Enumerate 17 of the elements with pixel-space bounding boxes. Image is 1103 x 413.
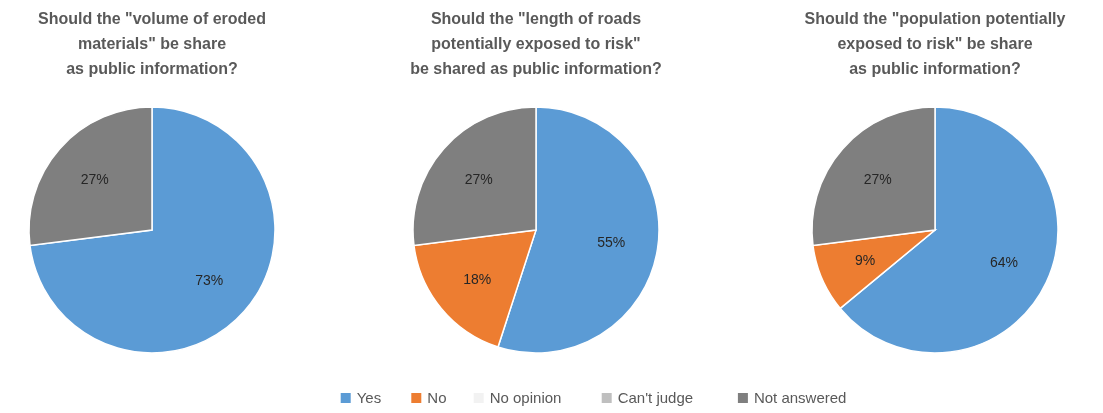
data-label: 73% xyxy=(195,272,224,289)
data-label: 9% xyxy=(854,252,876,269)
chart-title: Should the "population potentially exposed to risk" be share as public information? xyxy=(804,10,1066,77)
legend-label: Yes xyxy=(356,389,382,407)
data-label: 27% xyxy=(80,171,109,188)
legend-label: No opinion xyxy=(489,389,562,407)
data-label: 55% xyxy=(597,233,626,250)
legend-label: Can't judge xyxy=(617,389,694,407)
data-label: 64% xyxy=(989,254,1019,271)
chart-title: Should the "volume of eroded materials" be share as public information? xyxy=(37,10,267,77)
data-label: 18% xyxy=(463,270,492,287)
pie-slice xyxy=(29,106,276,354)
data-label: 27% xyxy=(863,171,892,188)
chart-title: Should the "length of roads potentially exposed to risk" be shared as public information? xyxy=(410,10,662,77)
data-label: 27% xyxy=(464,171,493,188)
legend-label: Not answered xyxy=(753,389,847,407)
legend-label: No xyxy=(427,389,447,407)
